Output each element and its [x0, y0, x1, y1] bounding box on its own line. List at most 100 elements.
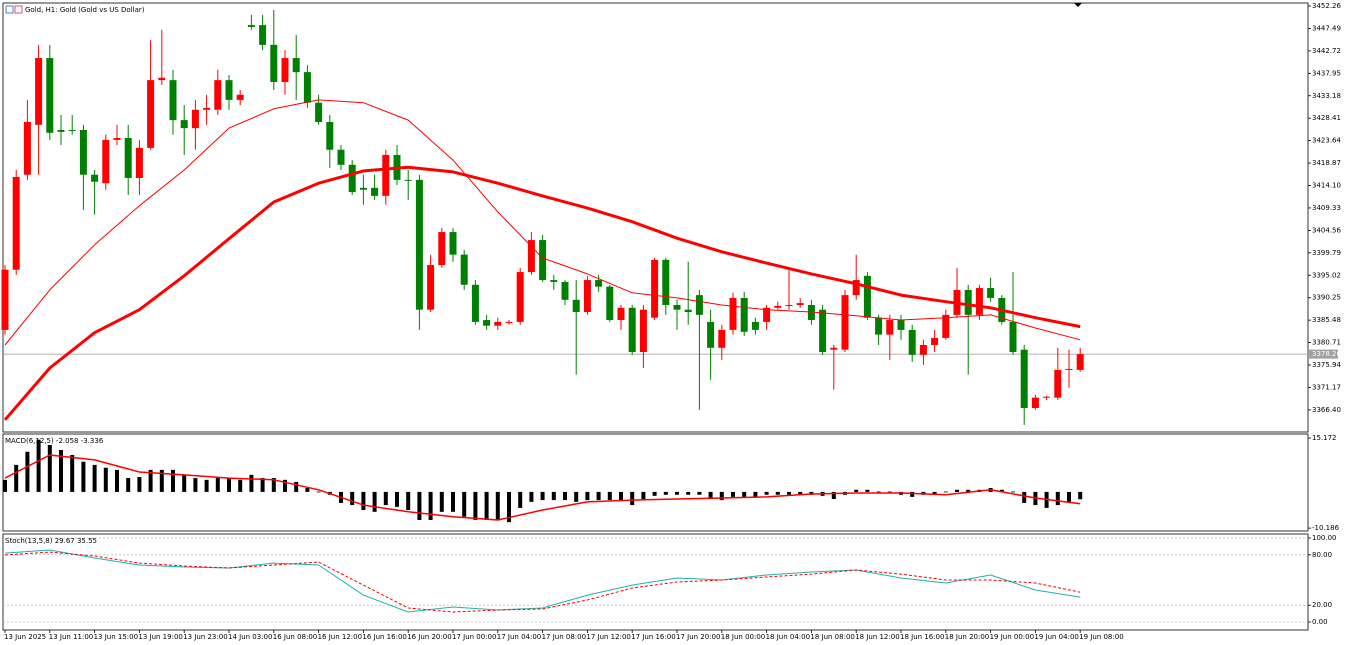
macd-bar: [652, 491, 657, 496]
candle-body: [617, 307, 625, 321]
macd-bar: [955, 489, 959, 492]
candle-body: [1076, 354, 1084, 370]
candle-body: [897, 320, 905, 330]
macd-bar: [596, 491, 601, 501]
macd-bar: [70, 454, 75, 492]
candle-body: [684, 309, 692, 313]
x-tick-label: 16 Jun 20:00: [407, 633, 451, 641]
y-tick-label: 3423.64: [1312, 137, 1341, 145]
y-tick-label: 3414.10: [1312, 182, 1341, 190]
indicator-line: [4, 549, 1081, 613]
price-tag: [1309, 349, 1338, 359]
candle-body: [819, 309, 827, 353]
macd-bar: [204, 479, 209, 492]
candle-body: [415, 179, 423, 310]
macd-bar: [81, 461, 86, 492]
x-tick-label: 17 Jun 08:00: [542, 633, 586, 641]
candle-body: [550, 280, 558, 282]
candle-body: [303, 72, 311, 103]
candle-body: [68, 130, 76, 132]
indicator-line: [4, 454, 1081, 521]
x-tick-label: 18 Jun 04:00: [766, 633, 810, 641]
macd-bar: [1055, 491, 1060, 506]
candle-body: [987, 288, 995, 298]
macd-bar: [103, 467, 108, 492]
candle-body: [852, 280, 860, 296]
candle-body: [35, 58, 43, 125]
macd-bar: [775, 491, 780, 495]
candle-body: [1009, 321, 1017, 353]
candle-body: [348, 164, 356, 193]
macd-bar: [451, 491, 455, 512]
macd-bar: [619, 491, 623, 501]
x-tick-label: 13 Jun 11:00: [49, 633, 93, 641]
macd-bar: [316, 491, 321, 493]
macd-bar: [675, 491, 679, 495]
macd-bar: [943, 491, 948, 493]
x-tick-label: 16 Jun 16:00: [362, 633, 406, 641]
candle-body: [886, 320, 894, 335]
candle-body: [729, 297, 737, 330]
macd-bar: [36, 439, 41, 492]
candle-body: [337, 149, 345, 165]
candle-body: [1065, 368, 1073, 370]
candle-body: [247, 25, 255, 27]
macd-bar: [249, 474, 254, 492]
macd-bar: [686, 491, 691, 495]
macd-bar: [563, 491, 567, 501]
macd-bar: [238, 479, 243, 492]
macd-bar: [25, 451, 30, 492]
macd-bar: [966, 489, 971, 492]
candle-body: [796, 303, 804, 305]
macd-bar: [663, 491, 668, 495]
candle-body: [315, 102, 323, 123]
candle-body: [158, 77, 166, 81]
macd-bar: [764, 491, 769, 495]
panel-frame: [2, 533, 1309, 631]
macd-bar: [518, 491, 523, 508]
y-tick-label: -10.186: [1312, 524, 1340, 532]
macd-bar: [529, 491, 534, 502]
x-tick-label: 13 Jun 15:00: [94, 633, 138, 641]
candle-body: [404, 179, 412, 181]
macd-bar: [831, 491, 836, 500]
macd-bar: [798, 491, 803, 495]
y-tick-label: 3371.17: [1312, 383, 1341, 391]
macd-bar: [14, 464, 19, 492]
candle-body: [919, 344, 927, 355]
x-tick-label: 13 Jun 23:00: [183, 633, 227, 641]
x-tick-label: 13 Jun 2025: [4, 633, 46, 641]
candle-body: [1, 269, 9, 330]
candle-body: [875, 317, 883, 335]
macd-bar: [305, 488, 310, 492]
x-tick-label: 19 Jun 08:00: [1079, 633, 1123, 641]
macd-bar: [495, 491, 500, 520]
candle-body: [695, 295, 703, 315]
macd-bar: [787, 491, 791, 495]
macd-bar: [708, 491, 713, 500]
macd-bar: [171, 469, 175, 492]
macd-bar: [1067, 491, 1071, 502]
y-tick-label: 20.00: [1312, 601, 1332, 609]
candle-body: [460, 254, 468, 285]
macd-bar: [182, 474, 187, 492]
candle-body: [908, 329, 916, 355]
macd-bar: [641, 491, 646, 501]
candle-body: [539, 240, 547, 281]
x-tick-label: 17 Jun 20:00: [676, 633, 720, 641]
indicator-line: [3, 165, 1081, 421]
candle-body: [483, 320, 491, 326]
y-tick-label: 3390.25: [1312, 294, 1341, 302]
candle-body: [471, 284, 479, 322]
macd-bar: [742, 491, 747, 497]
y-tick-label: 3409.33: [1312, 204, 1341, 212]
y-tick-label: 3366.40: [1312, 406, 1341, 414]
macd-bar: [294, 481, 299, 492]
candle-body: [225, 80, 233, 100]
x-tick-label: 18 Jun 20:00: [945, 633, 989, 641]
macd-bar: [148, 469, 153, 492]
candle-body: [102, 139, 110, 184]
candle-body: [91, 174, 99, 182]
macd-bar: [47, 445, 52, 492]
macd-bar: [876, 491, 881, 493]
